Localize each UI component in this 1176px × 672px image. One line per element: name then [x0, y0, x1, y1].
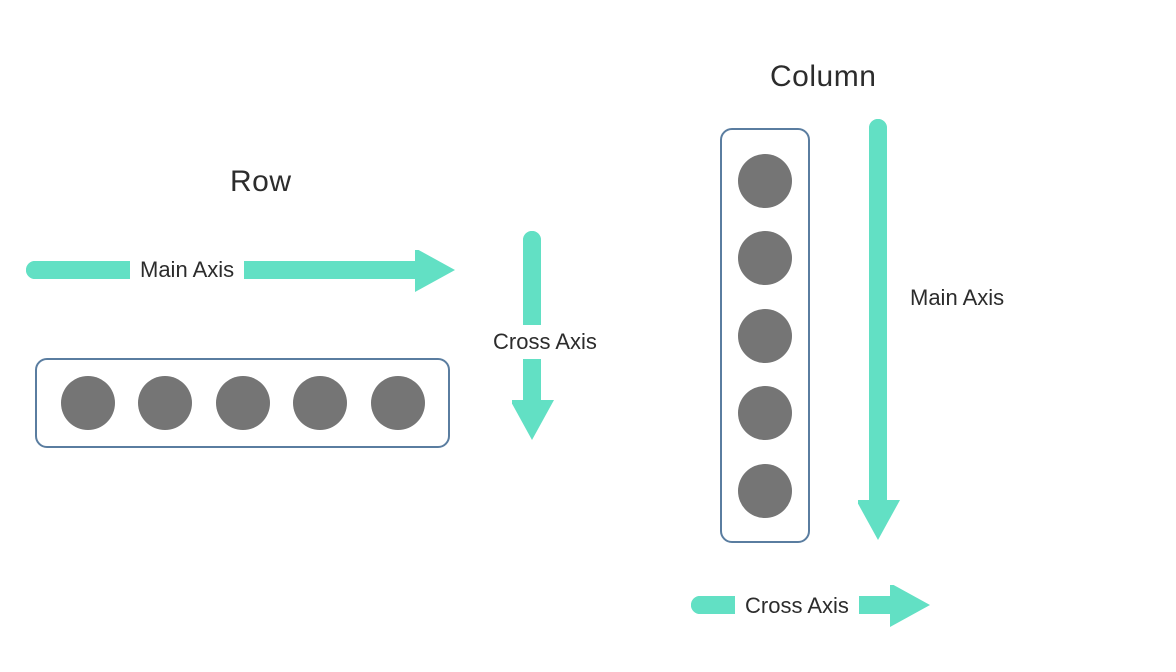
- row-container: [35, 358, 450, 448]
- column-main-axis-label: Main Axis: [910, 285, 1004, 311]
- dot-item: [738, 154, 792, 208]
- dot-item: [138, 376, 192, 430]
- row-main-axis-label: Main Axis: [130, 257, 244, 283]
- diagram-canvas: Row Main Axis Cross Axis Column Main Axi…: [0, 0, 1176, 672]
- dot-item: [738, 231, 792, 285]
- dot-item: [738, 464, 792, 518]
- column-title: Column: [770, 60, 876, 94]
- dot-item: [738, 309, 792, 363]
- column-main-axis-arrow: [858, 108, 938, 560]
- dot-item: [738, 386, 792, 440]
- dot-item: [61, 376, 115, 430]
- column-container: [720, 128, 810, 543]
- dot-item: [371, 376, 425, 430]
- column-cross-axis-label: Cross Axis: [735, 593, 859, 619]
- row-cross-axis-label: Cross Axis: [493, 325, 597, 359]
- dot-item: [293, 376, 347, 430]
- row-title: Row: [230, 165, 292, 199]
- row-main-axis-arrow: [15, 250, 475, 330]
- dot-item: [216, 376, 270, 430]
